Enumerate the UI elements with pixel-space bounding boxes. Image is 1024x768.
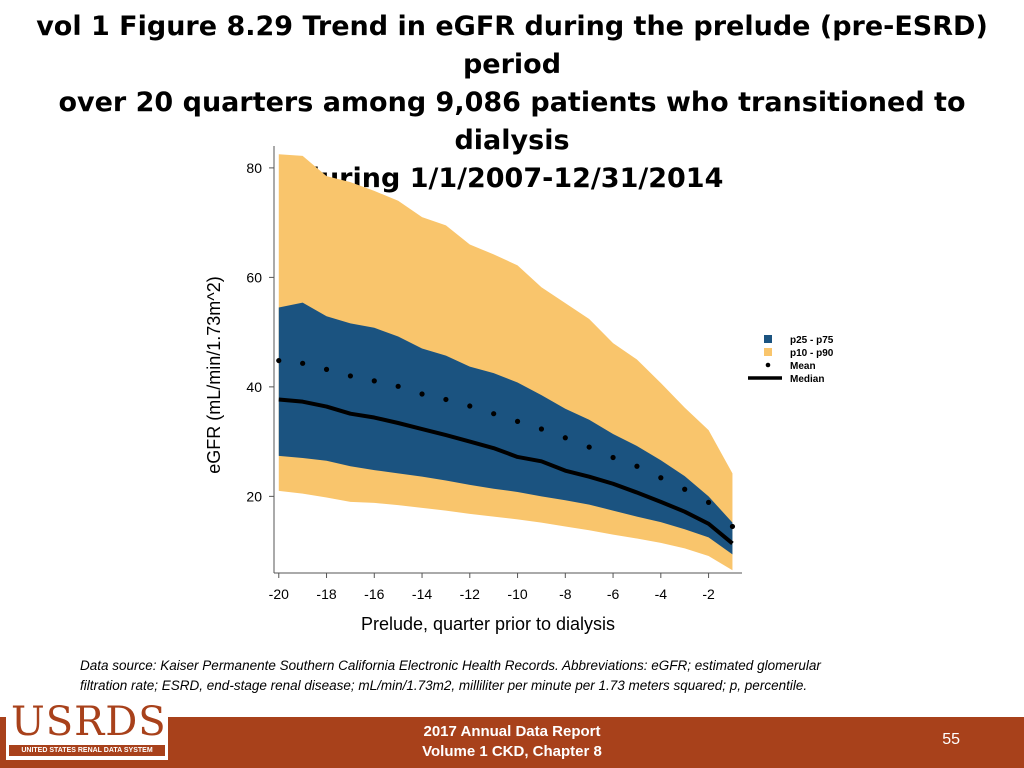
y-tick-label: 80 [246,160,262,176]
chart-legend: p25 - p75 p10 - p90 Mean Median [748,335,834,385]
data-source-note-line-2: filtration rate; ESRD, end-stage renal d… [80,678,808,693]
x-tick-label: -6 [607,586,620,602]
axes: -20 -18 -16 -14 -12 -10 -8 -6 -4 -2 20 40 60 80 [246,146,742,602]
x-tick-label: -8 [559,586,572,602]
legend-label: Median [790,374,824,385]
mean-point [514,418,521,424]
page-number: 55 [942,731,960,748]
egfr-trend-chart: -20 -18 -16 -14 -12 -10 -8 -6 -4 -2 20 40 60 80 eGFR … [204,146,834,634]
x-tick-label: -12 [460,586,480,602]
x-tick-label: -14 [412,586,432,602]
slide-title-line-1: vol 1 Figure 8.29 Trend in eGFR during t… [36,11,988,80]
x-axis-label: Prelude, quarter prior to dialysis [361,614,615,634]
mean-point [467,403,473,409]
legend-swatch [765,362,771,368]
mean-point [419,391,425,397]
mean-point [443,396,449,403]
footer-report-title: 2017 Annual Data Report Volume 1 CKD, Ch… [0,722,1024,762]
mean-point [634,463,640,469]
mean-point [586,444,592,450]
y-tick-label: 40 [246,379,262,395]
x-tick-label: -20 [269,586,289,602]
mean-point [371,378,377,384]
data-source-note: Data source: Kaiser Permanente Southern … [80,656,980,696]
slide-title-line-2: over 20 quarters among 9,086 patients wh… [58,87,966,156]
footer-bar: 2017 Annual Data Report Volume 1 CKD, Ch… [0,717,1024,768]
x-tick-label: -18 [316,586,336,602]
data-source-note-line-1: Data source: Kaiser Permanente Southern … [80,658,821,673]
mean-point [538,426,545,432]
x-tick-label: -2 [702,586,715,602]
legend-swatch [764,348,772,356]
mean-point [491,411,497,417]
x-tick-label: -4 [655,586,668,602]
mean-point [610,454,616,461]
footer-line-1: 2017 Annual Data Report [423,723,601,740]
legend-swatch [764,335,772,343]
footer-line-2: Volume 1 CKD, Chapter 8 [422,743,602,760]
mean-point [705,499,712,505]
legend-label: p25 - p75 [790,335,834,346]
legend-label: p10 - p90 [790,348,834,359]
mean-point [395,383,401,389]
usrds-logo: USRDS UNITED STATES RENAL DATA SYSTEM [6,699,168,760]
y-tick-label: 60 [246,269,262,285]
legend-label: Mean [790,361,816,372]
mean-point [729,523,736,530]
x-tick-label: -16 [364,586,384,602]
mean-point [682,486,688,492]
mean-point [347,373,354,379]
x-tick-label: -10 [507,586,527,602]
mean-point [276,357,282,364]
median-line [278,397,734,545]
mean-point [300,360,306,366]
slide-title-line-3: during 1/1/2007-12/31/2014 [300,163,724,194]
y-tick-label: 20 [246,488,262,504]
usrds-logo-tagline: UNITED STATES RENAL DATA SYSTEM [9,745,165,756]
plot-area [276,154,736,571]
usrds-logo-wordmark: USRDS [11,699,167,745]
mean-point [323,366,330,372]
band-p25-p75 [278,302,733,555]
mean-point [658,475,664,481]
mean-point [562,435,568,441]
slide-title: vol 1 Figure 8.29 Trend in eGFR during t… [0,8,1024,198]
y-axis-label: eGFR (mL/min/1.73m^2) [204,276,224,474]
